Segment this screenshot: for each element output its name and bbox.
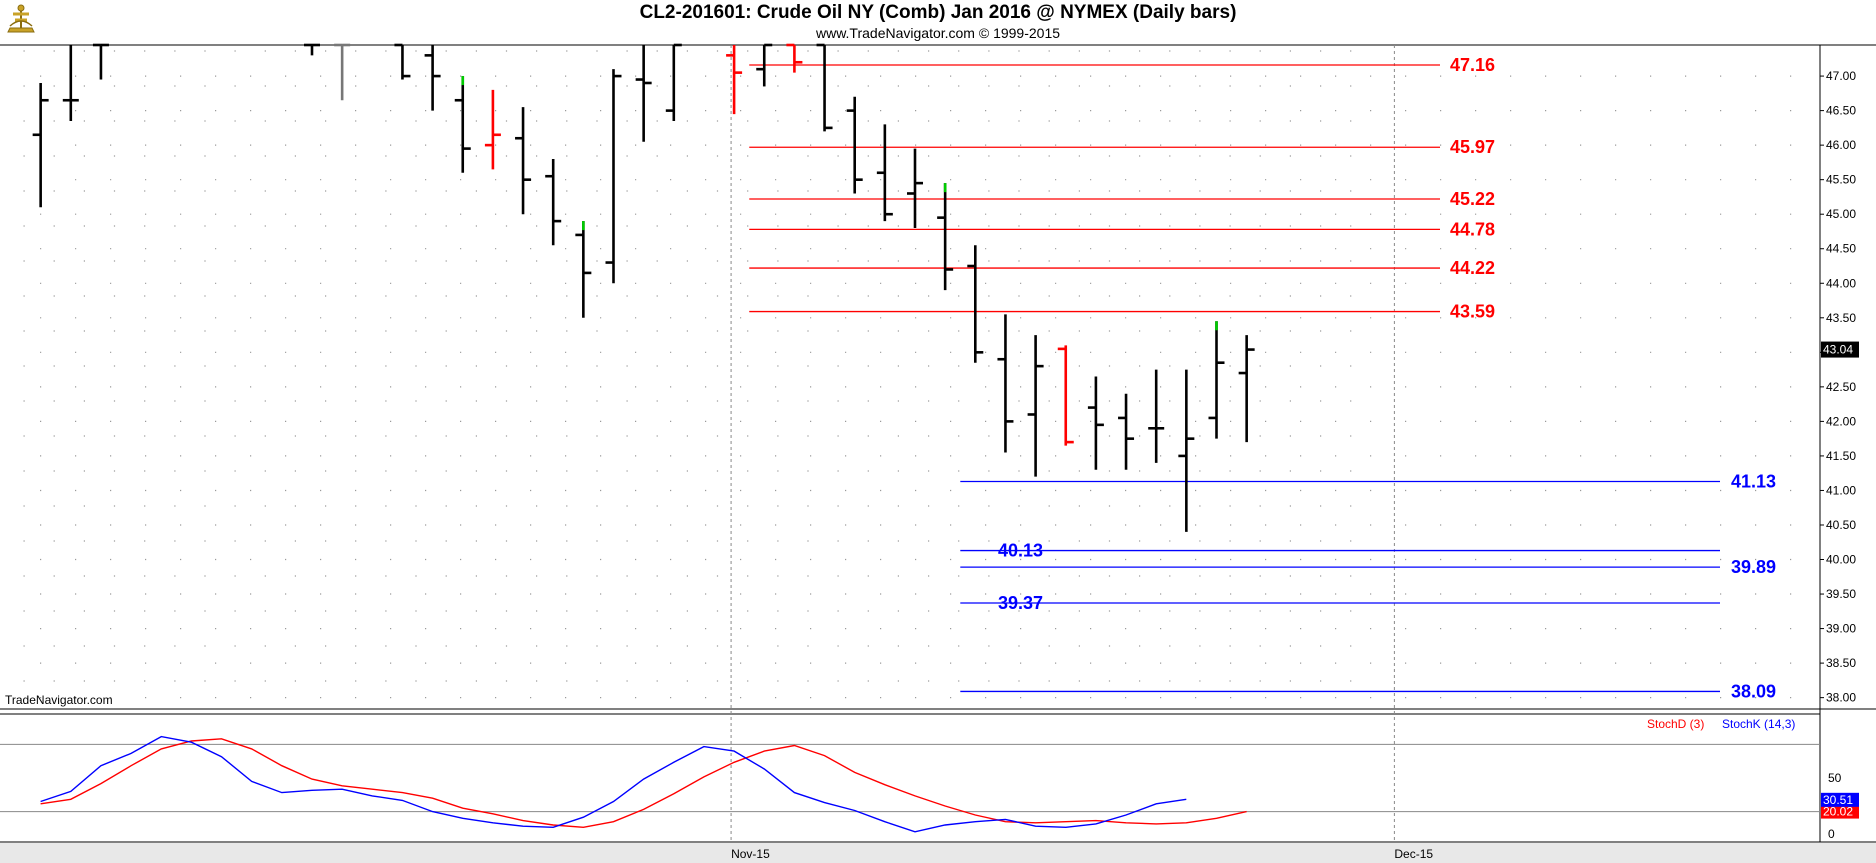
ohlc-bar: [816, 43, 833, 132]
stoch-series-line: [40, 738, 1247, 829]
price-tick-label: 40.50: [1826, 518, 1856, 532]
resistance-label: 45.22: [1450, 189, 1495, 209]
ohlc-bar: [937, 183, 954, 291]
ohlc-bar: [1238, 335, 1255, 443]
ohlc-bar: [1057, 345, 1074, 446]
price-tick-label: 45.50: [1826, 173, 1856, 187]
ohlc-bar: [424, 45, 441, 111]
ohlc-bar: [1087, 376, 1104, 470]
ohlc-bar: [32, 82, 49, 208]
ohlc-bar: [665, 43, 682, 121]
price-tick-label: 42.00: [1826, 414, 1856, 428]
support-label: 41.13: [1731, 471, 1776, 491]
ohlc-bar: [1178, 369, 1195, 532]
ohlc-bar: [635, 45, 652, 142]
date-separators: [730, 45, 1395, 842]
legend-stoch-d: StochD (3): [1647, 717, 1704, 731]
ohlc-bar: [92, 43, 109, 80]
price-tick-label: 44.50: [1826, 242, 1856, 256]
ohlc-bar: [515, 107, 532, 215]
support-label: 40.13: [998, 541, 1043, 561]
grid-dots: [23, 50, 1792, 699]
price-tick-label: 46.50: [1826, 104, 1856, 118]
price-tick-label: 41.50: [1826, 449, 1856, 463]
stoch-series-line: [40, 735, 1187, 833]
last-price-badge: [1821, 341, 1859, 358]
stoch-last-badge: [1821, 792, 1859, 807]
price-tick-label: 47.00: [1826, 69, 1856, 83]
support-label: 39.89: [1731, 557, 1776, 577]
ohlc-bar: [846, 96, 863, 194]
price-bars: [32, 43, 1255, 532]
date-tick-label: Nov-15: [731, 847, 770, 861]
watermark: TradeNavigator.com: [5, 693, 113, 707]
last-price-label: 43.04: [1823, 343, 1853, 357]
price-tick-label: 38.50: [1826, 656, 1856, 670]
ohlc-bar: [967, 245, 984, 363]
ohlc-bar: [454, 76, 471, 173]
resistance-label: 43.59: [1450, 302, 1495, 322]
price-tick-label: 46.00: [1826, 138, 1856, 152]
ohlc-bar: [545, 158, 562, 246]
price-tick-label: 41.00: [1826, 483, 1856, 497]
resistance-label: 44.22: [1450, 258, 1495, 278]
ohlc-bar: [1118, 393, 1135, 470]
resistance-label: 44.78: [1450, 219, 1495, 239]
stoch-tick-label: 0: [1828, 827, 1835, 841]
stoch-last-label: 30.51: [1823, 793, 1853, 807]
chart-header: CL2-201601: Crude Oil NY (Comb) Jan 2016…: [0, 0, 1876, 44]
support-label: 38.09: [1731, 681, 1776, 701]
stoch-last-label: 20.02: [1823, 805, 1853, 819]
ohlc-bar: [907, 148, 923, 229]
ohlc-bar: [575, 221, 592, 318]
price-tick-label: 42.50: [1826, 380, 1856, 394]
price-tick-label: 43.50: [1826, 311, 1856, 325]
ohlc-bar: [756, 43, 773, 87]
resistance-label: 47.16: [1450, 55, 1495, 75]
price-tick-label: 38.00: [1826, 691, 1856, 705]
ohlc-bar: [726, 45, 743, 115]
chart-frame: [0, 44, 1876, 863]
ohlc-bar: [62, 45, 79, 121]
ohlc-bar: [997, 314, 1014, 453]
price-tick-label: 39.00: [1826, 622, 1856, 636]
resistance-label: 45.97: [1450, 137, 1495, 157]
date-tick-label: Dec-15: [1394, 847, 1433, 861]
ohlc-bar: [1027, 335, 1044, 477]
support-label: 39.37: [998, 593, 1043, 613]
date-axis: Nov-15 Dec-15: [731, 847, 1433, 861]
ohlc-bar: [484, 89, 501, 170]
legend-stoch-k: StochK (14,3): [1722, 717, 1795, 731]
ohlc-bar: [876, 124, 893, 222]
chart-subtitle: www.TradeNavigator.com © 1999-2015: [815, 25, 1061, 41]
date-axis-background: [0, 843, 1876, 863]
grid-dot-pattern: [23, 50, 1792, 699]
price-tick-label: 45.00: [1826, 207, 1856, 221]
stoch-tick-label: 50: [1828, 771, 1842, 785]
ohlc-bar: [605, 69, 622, 284]
ohlc-bar: [786, 43, 803, 73]
ohlc-bar: [334, 43, 351, 101]
price-tick-label: 40.00: [1826, 553, 1856, 567]
ohlc-bar: [304, 43, 320, 56]
chart-title: CL2-201601: Crude Oil NY (Comb) Jan 2016…: [639, 2, 1237, 23]
price-tick-label: 39.50: [1826, 587, 1856, 601]
ohlc-bar: [1148, 369, 1165, 463]
price-axis: 38.00 38.50 39.00 39.50 40.00 40.50 41.00 41.50…: [1820, 69, 1859, 705]
stoch-last-badge: [1821, 804, 1859, 819]
ohlc-bar: [1208, 321, 1225, 439]
price-levels: 47.16 45.97 45.22 44.78 44.22 43.59 41.13 40.13…: [749, 55, 1776, 701]
ohlc-bar: [394, 43, 411, 80]
price-tick-label: 44.00: [1826, 276, 1856, 290]
trade-navigator-logo-icon: [4, 4, 38, 38]
